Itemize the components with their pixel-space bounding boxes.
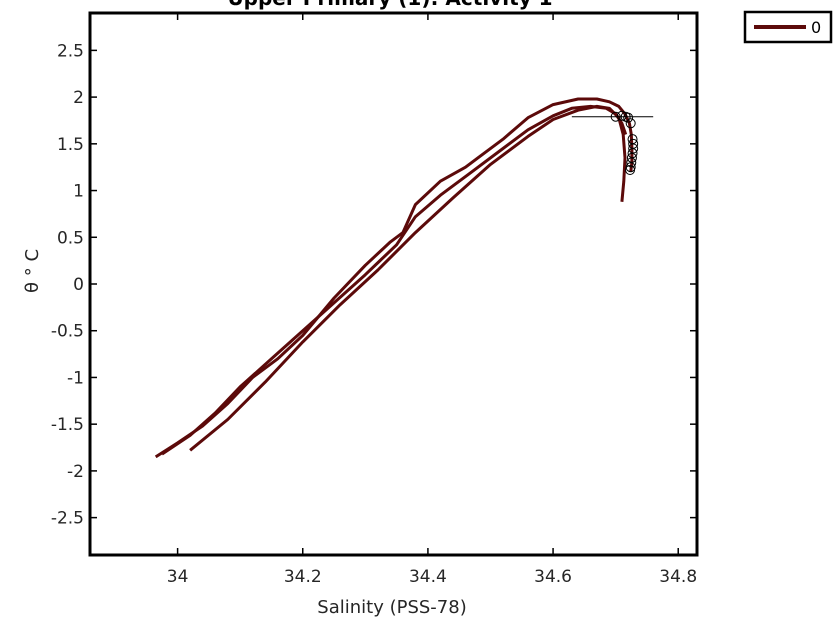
y-tick-label: -0.5 xyxy=(51,322,84,342)
data-point-marker xyxy=(628,143,639,154)
y-tick-label: 2.5 xyxy=(57,41,84,61)
series-line xyxy=(161,104,628,456)
y-axis-label: θ ° C xyxy=(22,249,43,293)
x-tick-label: 34.4 xyxy=(409,567,447,587)
data-point-marker xyxy=(610,111,621,122)
data-point-marker xyxy=(623,112,634,123)
series-line xyxy=(154,97,634,459)
series-line xyxy=(189,104,627,452)
data-point-marker xyxy=(626,152,637,163)
plot-area xyxy=(154,97,654,459)
data-point-marker xyxy=(616,110,627,121)
legend[interactable]: 0 xyxy=(743,10,833,44)
y-tick-label: 1 xyxy=(73,182,84,202)
data-point-marker xyxy=(625,164,636,175)
axes: 34 34.2 34.4 34.6 34.8 2.5 2 1.5 1 0.5 0 -0.5 -1 -1.5… xyxy=(51,11,699,587)
y-tick-label: -1.5 xyxy=(51,415,84,435)
legend-series-label: 0 xyxy=(811,18,821,37)
data-point-marker xyxy=(627,148,638,159)
data-point-marker xyxy=(625,118,636,129)
x-tick-label: 34.2 xyxy=(284,567,322,587)
x-tick-label: 34 xyxy=(167,567,189,587)
y-tick-label: -1 xyxy=(67,368,84,388)
data-point-marker xyxy=(626,157,637,168)
x-tick-label: 34.8 xyxy=(659,567,697,587)
x-tick-label: 34.6 xyxy=(534,567,572,587)
y-tick-label: -2 xyxy=(67,462,84,482)
y-tick-label: 0 xyxy=(73,275,84,295)
y-tick-label: 1.5 xyxy=(57,135,84,155)
y-tick-label: 2 xyxy=(73,88,84,108)
y-tick-label: -2.5 xyxy=(51,509,84,529)
axes-box xyxy=(88,11,699,557)
chart-title: Upper Primary (1): Activity 1 xyxy=(227,0,552,10)
y-tick-label: 0.5 xyxy=(57,228,84,248)
x-axis-label: Salinity (PSS-78) xyxy=(317,597,466,618)
